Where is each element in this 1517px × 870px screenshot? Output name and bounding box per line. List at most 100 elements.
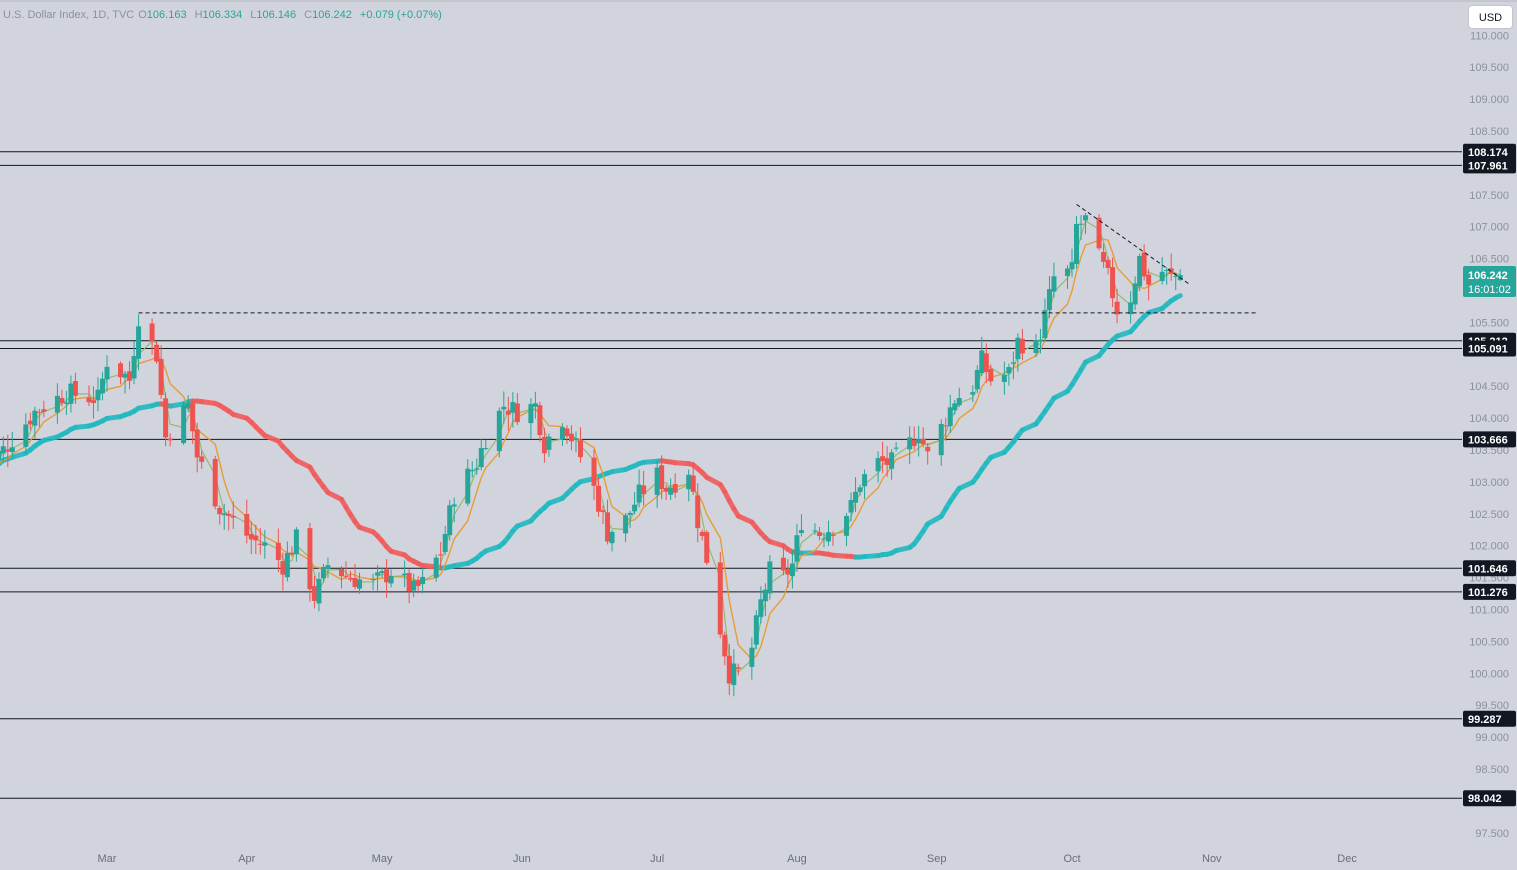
candle[interactable] bbox=[1128, 291, 1134, 324]
candle[interactable] bbox=[1164, 267, 1170, 285]
candle[interactable] bbox=[1114, 289, 1120, 324]
currency-button[interactable]: USD bbox=[1468, 5, 1513, 29]
candle[interactable] bbox=[95, 377, 101, 412]
candle[interactable] bbox=[36, 408, 42, 428]
candle[interactable] bbox=[343, 561, 349, 580]
candle[interactable] bbox=[469, 461, 475, 478]
candle[interactable] bbox=[816, 527, 822, 541]
candle[interactable] bbox=[158, 345, 164, 399]
candle[interactable] bbox=[379, 567, 385, 578]
candle[interactable] bbox=[821, 532, 827, 548]
candle[interactable] bbox=[474, 458, 480, 475]
candle[interactable] bbox=[9, 431, 15, 457]
candle[interactable] bbox=[27, 412, 33, 430]
candle[interactable] bbox=[704, 530, 710, 566]
candle[interactable] bbox=[1001, 361, 1007, 395]
candle[interactable] bbox=[284, 541, 290, 582]
candle[interactable] bbox=[659, 455, 665, 500]
candle[interactable] bbox=[5, 434, 11, 468]
candle[interactable] bbox=[442, 525, 448, 556]
candle[interactable] bbox=[244, 499, 250, 544]
candle[interactable] bbox=[911, 426, 917, 450]
candle[interactable] bbox=[194, 422, 200, 473]
candle[interactable] bbox=[149, 318, 155, 355]
candle[interactable] bbox=[1064, 265, 1070, 289]
candle[interactable] bbox=[1101, 243, 1107, 268]
candle[interactable] bbox=[717, 551, 723, 639]
candle[interactable] bbox=[99, 372, 105, 401]
candle[interactable] bbox=[411, 573, 417, 598]
candle[interactable] bbox=[465, 459, 471, 507]
candle[interactable] bbox=[663, 484, 669, 500]
candle[interactable] bbox=[370, 573, 376, 591]
candle[interactable] bbox=[311, 575, 317, 609]
candle[interactable] bbox=[104, 355, 110, 392]
candle[interactable] bbox=[118, 361, 124, 385]
candle[interactable] bbox=[609, 530, 615, 552]
candle[interactable] bbox=[1046, 276, 1052, 318]
candle[interactable] bbox=[952, 399, 958, 415]
candle[interactable] bbox=[907, 426, 913, 465]
candle[interactable] bbox=[564, 425, 570, 444]
candle[interactable] bbox=[591, 449, 597, 500]
candle[interactable] bbox=[668, 478, 674, 501]
candle[interactable] bbox=[528, 397, 534, 439]
candle[interactable] bbox=[514, 392, 520, 425]
candle[interactable] bbox=[262, 529, 268, 559]
candle[interactable] bbox=[1019, 328, 1025, 361]
candle[interactable] bbox=[1173, 272, 1179, 291]
candle[interactable] bbox=[970, 385, 976, 403]
candle[interactable] bbox=[86, 385, 92, 407]
candle[interactable] bbox=[983, 343, 989, 383]
candle[interactable] bbox=[1141, 244, 1147, 281]
candle[interactable] bbox=[1051, 262, 1057, 298]
candle[interactable] bbox=[190, 401, 196, 444]
candle[interactable] bbox=[451, 497, 457, 523]
candle[interactable] bbox=[532, 391, 538, 419]
candle[interactable] bbox=[248, 521, 254, 555]
candle[interactable] bbox=[568, 425, 574, 451]
candle[interactable] bbox=[433, 554, 439, 582]
candle[interactable] bbox=[72, 372, 78, 404]
candle[interactable] bbox=[122, 370, 128, 394]
candle[interactable] bbox=[844, 512, 850, 547]
candle[interactable] bbox=[257, 528, 263, 555]
candle[interactable] bbox=[956, 387, 962, 408]
candle[interactable] bbox=[600, 505, 606, 525]
candle[interactable] bbox=[641, 470, 647, 506]
candle[interactable] bbox=[672, 473, 678, 499]
candle[interactable] bbox=[338, 566, 344, 589]
candle[interactable] bbox=[496, 407, 502, 458]
candle[interactable] bbox=[1033, 334, 1039, 358]
candle[interactable] bbox=[163, 392, 169, 447]
candle[interactable] bbox=[862, 469, 868, 500]
candle[interactable] bbox=[68, 375, 74, 413]
candle[interactable] bbox=[1110, 257, 1116, 308]
candle[interactable] bbox=[420, 567, 426, 594]
candle[interactable] bbox=[794, 523, 800, 572]
candle[interactable] bbox=[1015, 333, 1021, 372]
candle[interactable] bbox=[1037, 328, 1043, 354]
candle[interactable] bbox=[893, 441, 899, 452]
candle[interactable] bbox=[1069, 248, 1075, 278]
candle[interactable] bbox=[537, 401, 543, 442]
candle[interactable] bbox=[726, 644, 732, 696]
candle[interactable] bbox=[505, 396, 511, 431]
candle[interactable] bbox=[1146, 268, 1152, 301]
candle[interactable] bbox=[1042, 298, 1048, 342]
candle[interactable] bbox=[686, 469, 692, 502]
candle[interactable] bbox=[293, 526, 299, 562]
candle[interactable] bbox=[253, 524, 259, 555]
candle[interactable] bbox=[510, 392, 516, 428]
candle[interactable] bbox=[1096, 214, 1102, 251]
candle[interactable] bbox=[501, 391, 507, 424]
candle[interactable] bbox=[623, 512, 629, 543]
candle[interactable] bbox=[767, 555, 773, 600]
candle[interactable] bbox=[289, 546, 295, 557]
candle[interactable] bbox=[59, 389, 65, 407]
candle[interactable] bbox=[735, 663, 741, 676]
candle[interactable] bbox=[875, 451, 881, 483]
candle[interactable] bbox=[388, 569, 394, 588]
candle[interactable] bbox=[54, 383, 60, 424]
